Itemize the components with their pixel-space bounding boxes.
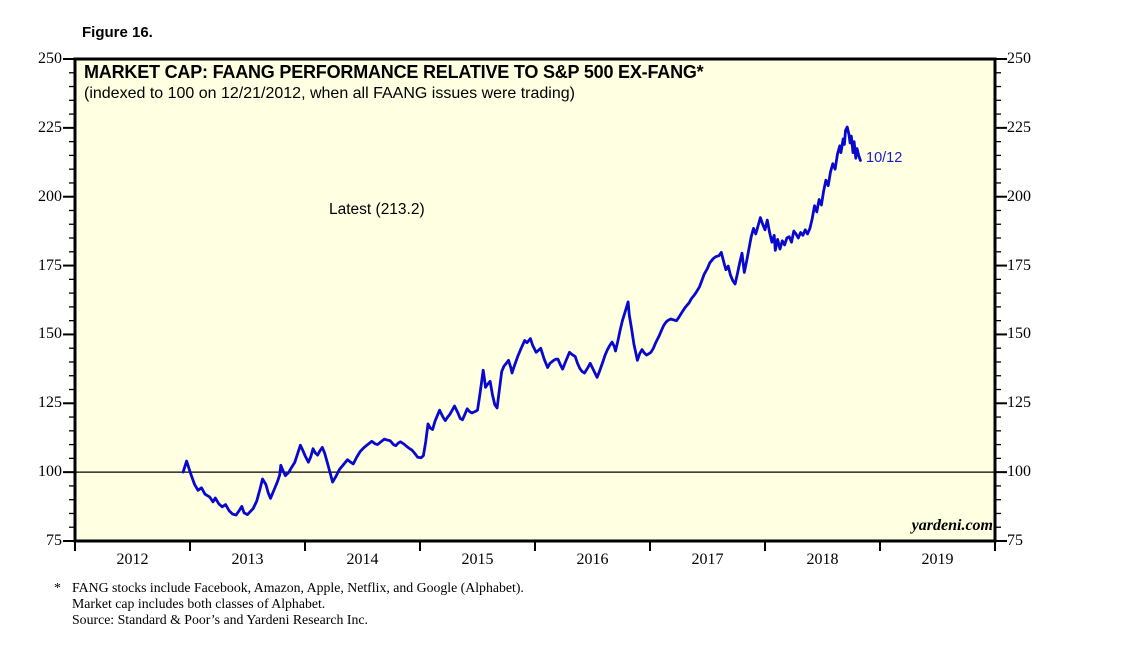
- footnote-line: FANG stocks include Facebook, Amazon, Ap…: [72, 580, 524, 595]
- y-axis-label-left: 200: [38, 187, 62, 205]
- y-axis-label-right: 225: [1007, 118, 1031, 136]
- y-axis-label-left: 125: [38, 394, 62, 412]
- x-axis-year-label: 2018: [806, 551, 839, 568]
- y-axis-label-right: 75: [1007, 532, 1023, 549]
- x-axis-year-label: 2016: [576, 551, 609, 568]
- x-axis-year-label: 2012: [116, 551, 149, 568]
- y-axis-label-left: 100: [38, 463, 62, 481]
- x-axis-year-label: 2019: [921, 551, 954, 568]
- y-axis-label-right: 200: [1007, 187, 1031, 205]
- x-axis-year-label: 2014: [346, 551, 379, 568]
- y-axis-label-left: 250: [38, 50, 62, 67]
- y-axis-label-right: 100: [1007, 463, 1031, 481]
- y-axis-label-right: 150: [1007, 325, 1031, 343]
- y-axis-label-right: 125: [1007, 394, 1031, 412]
- x-axis-year-label: 2013: [231, 551, 264, 568]
- footnote-marker: *: [54, 580, 61, 595]
- y-axis-label-left: 150: [38, 325, 62, 343]
- plot-border: [73, 57, 997, 543]
- chart-subtitle: (indexed to 100 on 12/21/2012, when all …: [84, 85, 575, 102]
- footnote-line: Market cap includes both classes of Alph…: [72, 596, 326, 611]
- x-axis-year-label: 2015: [461, 551, 494, 568]
- x-axis-year-label: 2017: [691, 551, 724, 568]
- chart-title: MARKET CAP: FAANG PERFORMANCE RELATIVE T…: [84, 62, 704, 82]
- latest-value-annotation: Latest (213.2): [329, 201, 425, 218]
- plot-background: [75, 59, 995, 541]
- y-axis-label-left: 75: [46, 532, 62, 549]
- end-date-label: 10/12: [866, 150, 903, 166]
- y-axis-label-left: 175: [38, 256, 62, 274]
- yardeni-watermark: yardeni.com: [911, 517, 993, 534]
- y-axis-label-right: 250: [1007, 50, 1031, 67]
- footnote-line: Source: Standard & Poor’s and Yardeni Re…: [72, 612, 368, 627]
- y-axis-label-right: 175: [1007, 256, 1031, 274]
- y-axis-label-left: 225: [38, 118, 62, 136]
- faang-relative-performance-line: [181, 125, 862, 517]
- figure-label: Figure 16.: [82, 24, 153, 41]
